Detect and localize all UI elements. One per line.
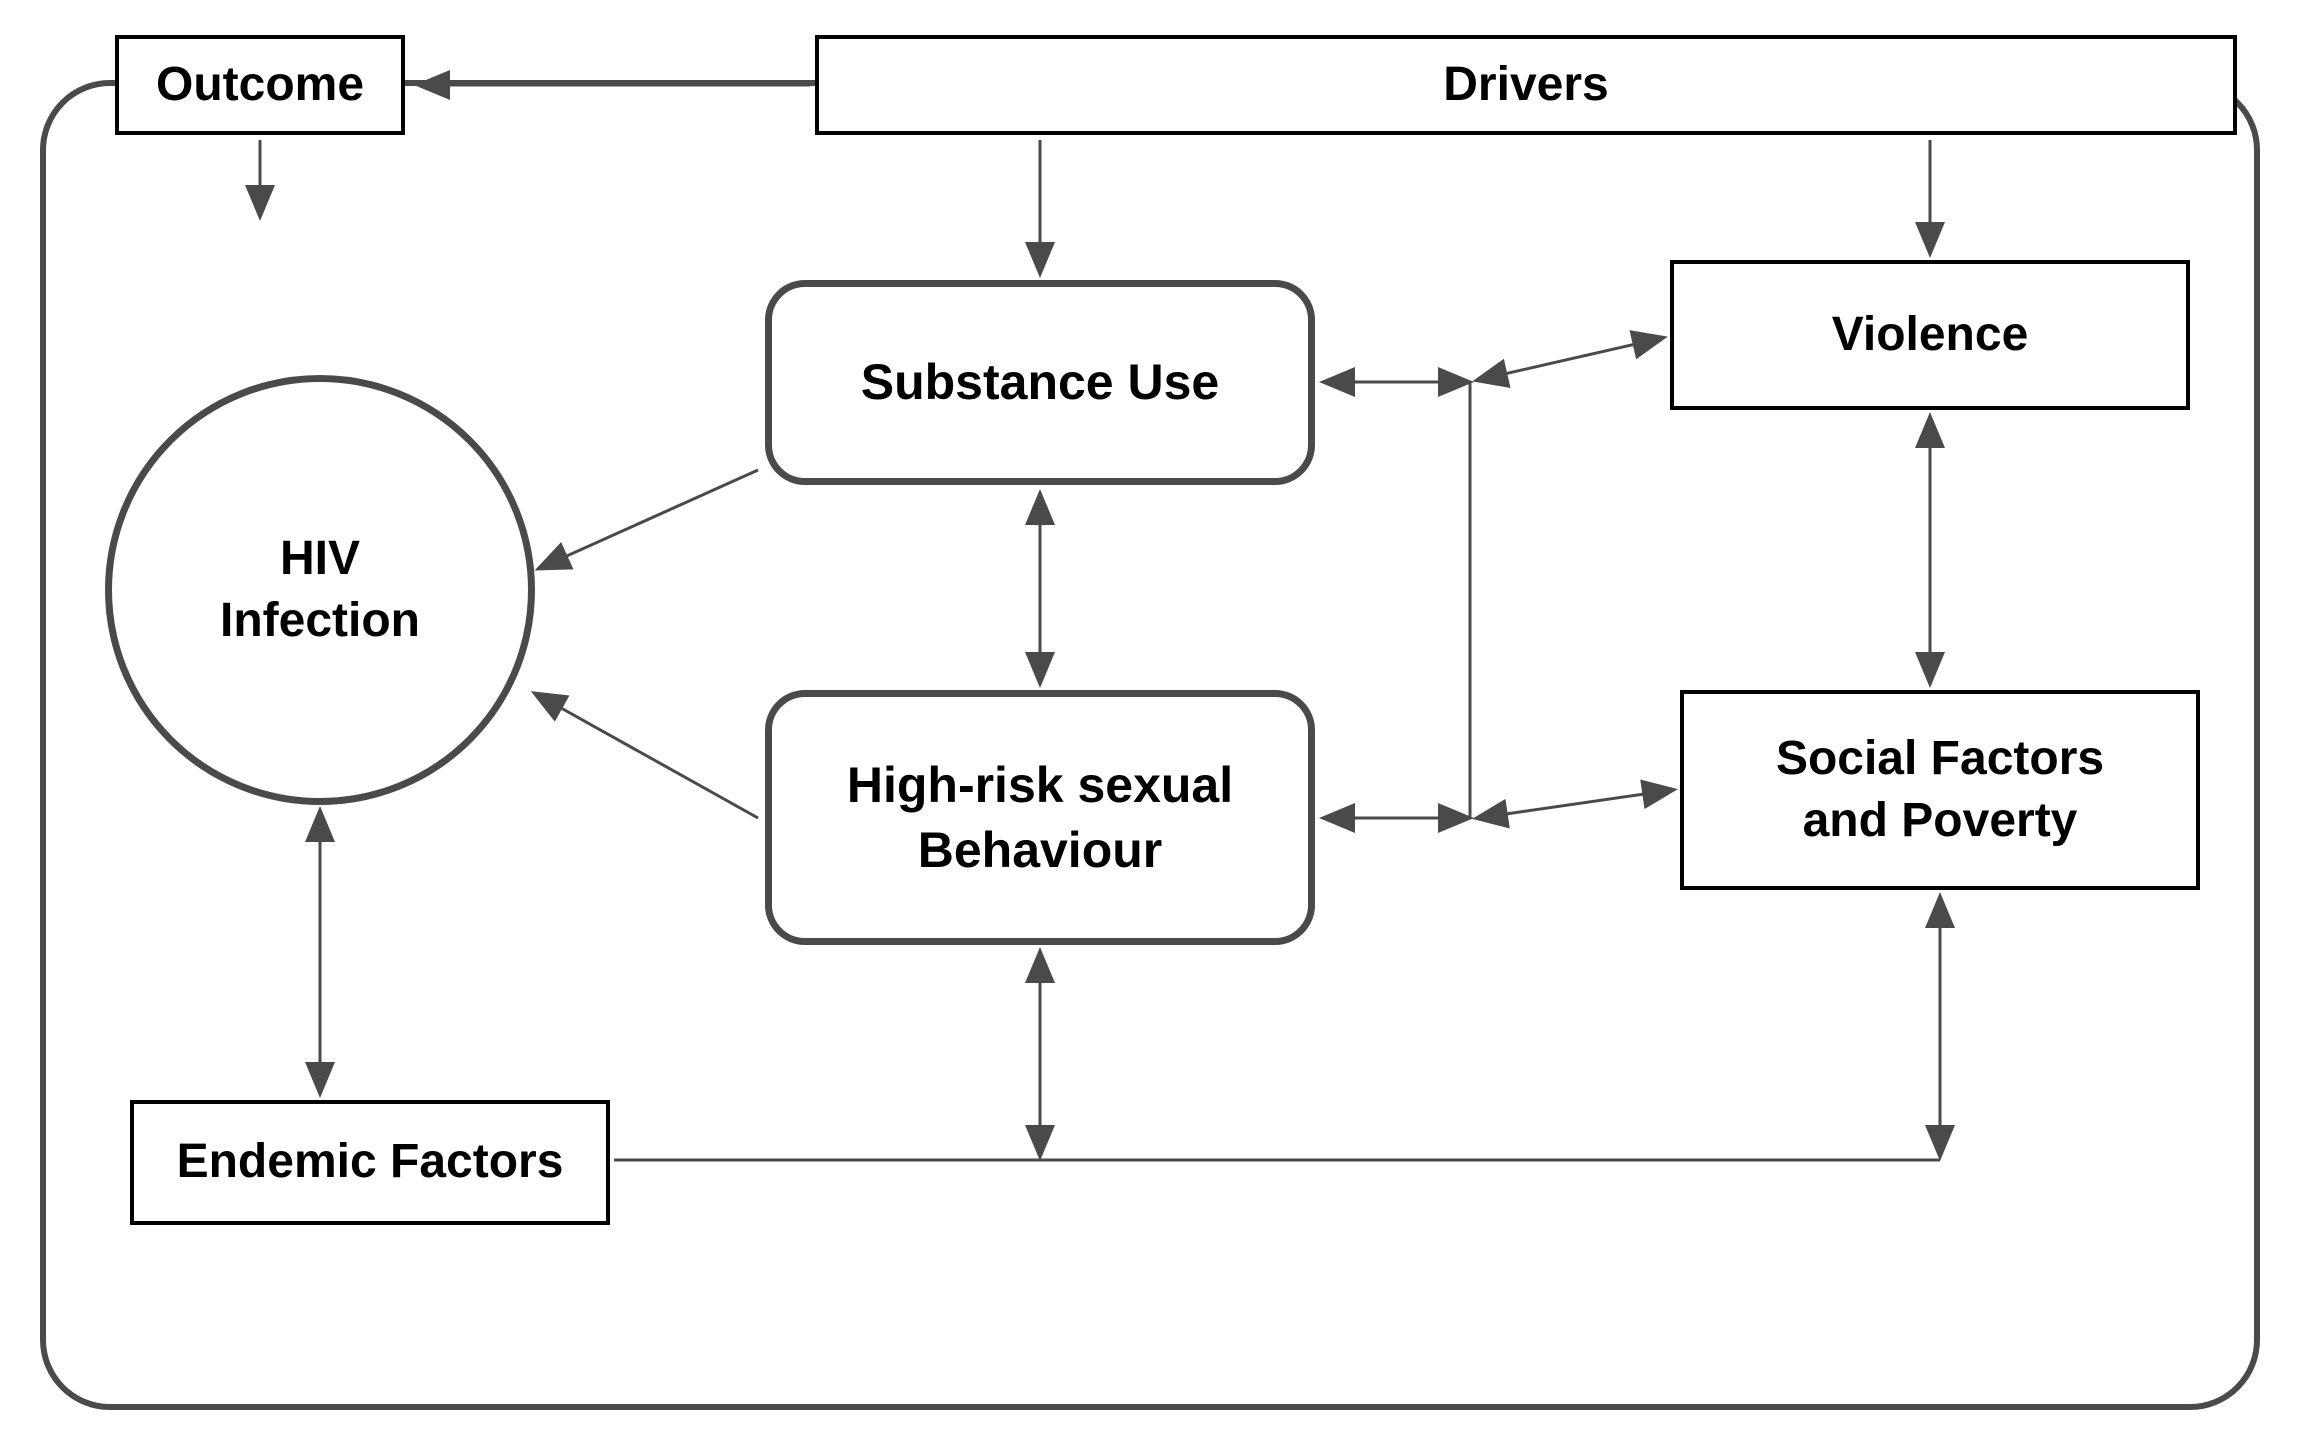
hiv-node: HIV Infection bbox=[105, 375, 535, 805]
outcome-label: Outcome bbox=[156, 54, 364, 116]
endemic-label: Endemic Factors bbox=[177, 1131, 564, 1193]
outcome-node: Outcome bbox=[115, 35, 405, 135]
violence-node: Violence bbox=[1670, 260, 2190, 410]
drivers-node: Drivers bbox=[815, 35, 2237, 135]
social-poverty-label: Social Factors and Poverty bbox=[1776, 728, 2104, 853]
endemic-node: Endemic Factors bbox=[130, 1100, 610, 1225]
hiv-label: HIV Infection bbox=[220, 528, 420, 653]
violence-label: Violence bbox=[1832, 304, 2029, 366]
high-risk-label: High-risk sexual Behaviour bbox=[847, 753, 1233, 883]
drivers-label: Drivers bbox=[1443, 54, 1608, 116]
social-poverty-node: Social Factors and Poverty bbox=[1680, 690, 2200, 890]
substance-use-label: Substance Use bbox=[861, 350, 1219, 415]
substance-use-node: Substance Use bbox=[765, 280, 1315, 485]
high-risk-node: High-risk sexual Behaviour bbox=[765, 690, 1315, 945]
